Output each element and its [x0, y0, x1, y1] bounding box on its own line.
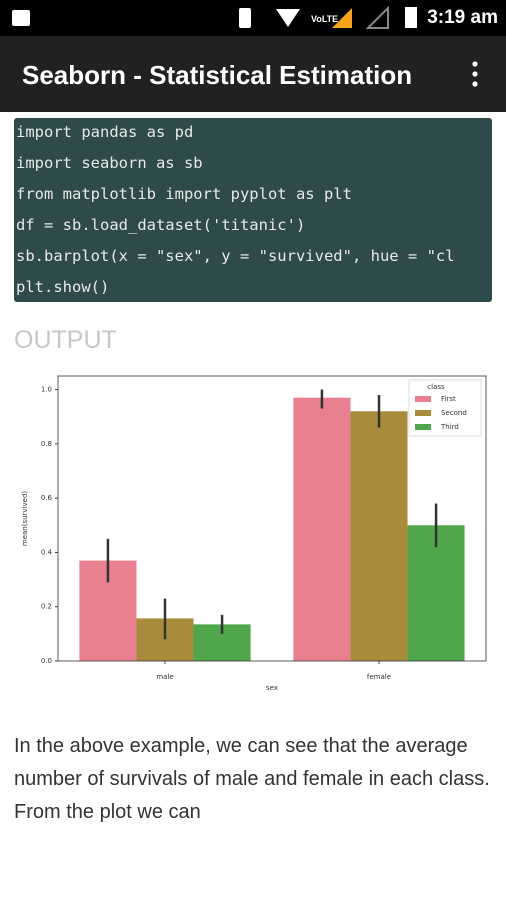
y-tick-label: 0.8	[41, 440, 52, 448]
vibrate-icon	[239, 8, 251, 28]
menu-button[interactable]	[470, 60, 480, 90]
battery	[405, 7, 417, 28]
y-tick-label: 0.4	[41, 548, 53, 556]
y-tick-label: 0.6	[41, 494, 53, 502]
legend-label: First	[441, 395, 456, 403]
signal-1	[332, 8, 352, 28]
image-icon	[12, 10, 30, 26]
y-tick-label: 0.0	[41, 657, 52, 665]
paragraph: In the above example, we can see that th…	[14, 735, 490, 823]
bar	[350, 411, 408, 661]
x-axis-label: sex	[266, 684, 278, 692]
code-line: import seaborn as sb	[16, 154, 203, 172]
legend-swatch	[415, 396, 431, 402]
x-tick-label: male	[156, 673, 173, 681]
code-line: sb.barplot(x = "sex", y = "survived", hu…	[16, 247, 455, 265]
app-title: Seaborn - Statistical Estimation	[22, 60, 413, 90]
axes-frame	[57, 375, 487, 662]
legend-box	[408, 379, 482, 437]
output-heading: OUTPUT	[14, 326, 117, 354]
code-line: import pandas as pd	[16, 123, 194, 141]
bar	[407, 525, 465, 661]
wifi-icon	[276, 9, 300, 27]
y-tick-label: 1.0	[41, 386, 52, 394]
code-line: from matplotlib import pyplot as plt	[16, 185, 352, 203]
code-block: import pandas as pd import seaborn as sb f…	[14, 118, 492, 302]
y-axis-label: mean(survived)	[21, 491, 29, 547]
legend-title: class	[427, 383, 445, 391]
x-tick-label: female	[367, 673, 391, 681]
clock: 3:19 am	[427, 7, 498, 28]
code-line: plt.show()	[16, 278, 110, 296]
y-tick-label: 0.2	[41, 603, 52, 611]
code-line: df = sb.load_dataset('titanic')	[16, 216, 306, 234]
signal-icons	[332, 5, 417, 29]
signal-2	[365, 5, 389, 29]
status-bar: VoLTE 3:19 am	[0, 0, 506, 36]
legend-label: Second	[441, 409, 467, 417]
network-label: VoLTE	[311, 14, 339, 24]
app-bar: Seaborn - Statistical Estimation	[0, 36, 506, 112]
bar	[293, 397, 351, 661]
legend-swatch	[415, 410, 431, 416]
legend-label: Third	[440, 423, 459, 431]
status-icons	[12, 8, 300, 28]
legend-swatch	[415, 424, 431, 430]
chart: 0.0 0.2 0.4 0.6 0.8 1.0 male female sex mean(surv…	[15, 368, 492, 698]
